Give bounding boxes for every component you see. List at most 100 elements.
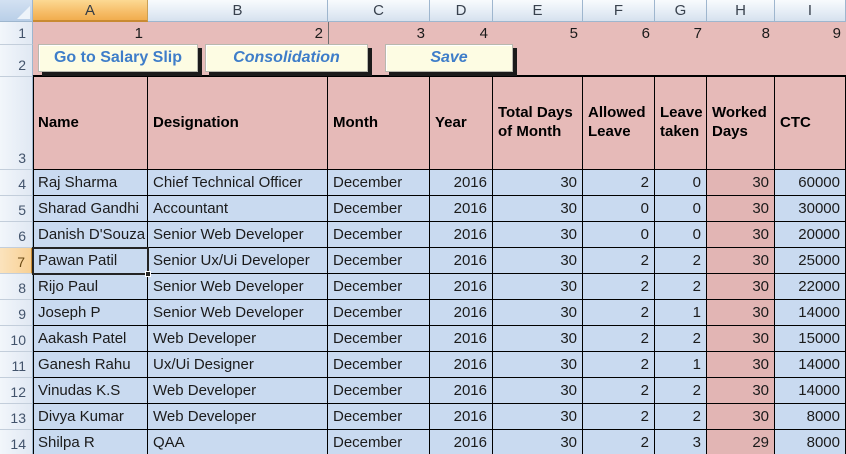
row-header-6[interactable]: 6 bbox=[0, 222, 33, 248]
cell-C10[interactable]: December bbox=[328, 326, 430, 352]
cell-D10[interactable]: 2016 bbox=[430, 326, 493, 352]
cell-D7[interactable]: 2016 bbox=[430, 248, 493, 274]
cell-I13[interactable]: 8000 bbox=[775, 404, 846, 430]
cell-B13[interactable]: Web Developer bbox=[148, 404, 328, 430]
cell-H9[interactable]: 30 bbox=[707, 300, 775, 326]
header-cell-D3[interactable]: Year bbox=[430, 77, 493, 170]
header-cell-C3[interactable]: Month bbox=[328, 77, 430, 170]
cell-C4[interactable]: December bbox=[328, 170, 430, 196]
cell-F8[interactable]: 2 bbox=[583, 274, 655, 300]
cell-G11[interactable]: 1 bbox=[655, 352, 707, 378]
cell-I11[interactable]: 14000 bbox=[775, 352, 846, 378]
cell-H8[interactable]: 30 bbox=[707, 274, 775, 300]
cell-I8[interactable]: 22000 bbox=[775, 274, 846, 300]
header-cell-F3[interactable]: Allowed Leave bbox=[583, 77, 655, 170]
cell-G5[interactable]: 0 bbox=[655, 196, 707, 222]
cell-F14[interactable]: 2 bbox=[583, 430, 655, 454]
cell-A14[interactable]: Shilpa R bbox=[33, 430, 148, 454]
cell-C9[interactable]: December bbox=[328, 300, 430, 326]
cell-I4[interactable]: 60000 bbox=[775, 170, 846, 196]
cell-I7[interactable]: 25000 bbox=[775, 248, 846, 274]
cell-B11[interactable]: Ux/Ui Designer bbox=[148, 352, 328, 378]
cell-G14[interactable]: 3 bbox=[655, 430, 707, 454]
cell-G4[interactable]: 0 bbox=[655, 170, 707, 196]
row-header-9[interactable]: 9 bbox=[0, 300, 33, 326]
cell-C8[interactable]: December bbox=[328, 274, 430, 300]
cell-B7[interactable]: Senior Ux/Ui Developer bbox=[148, 248, 328, 274]
cell-A9[interactable]: Joseph P bbox=[33, 300, 148, 326]
cell-H13[interactable]: 30 bbox=[707, 404, 775, 430]
cell-E14[interactable]: 30 bbox=[493, 430, 583, 454]
cell-I9[interactable]: 14000 bbox=[775, 300, 846, 326]
cell-G13[interactable]: 2 bbox=[655, 404, 707, 430]
column-header-F[interactable]: F bbox=[583, 0, 655, 22]
row-header-10[interactable]: 10 bbox=[0, 326, 33, 352]
cell-C11[interactable]: December bbox=[328, 352, 430, 378]
row-header-13[interactable]: 13 bbox=[0, 404, 33, 430]
cell-I1[interactable]: 9 bbox=[832, 25, 841, 42]
cell-G12[interactable]: 2 bbox=[655, 378, 707, 404]
cell-D4[interactable]: 2016 bbox=[430, 170, 493, 196]
select-all-corner[interactable] bbox=[0, 0, 33, 22]
row-header-12[interactable]: 12 bbox=[0, 378, 33, 404]
cell-H1[interactable]: 8 bbox=[761, 25, 770, 42]
cell-D13[interactable]: 2016 bbox=[430, 404, 493, 430]
column-header-G[interactable]: G bbox=[655, 0, 707, 22]
header-cell-H3[interactable]: Worked Days bbox=[707, 77, 775, 170]
cell-D6[interactable]: 2016 bbox=[430, 222, 493, 248]
cell-A7[interactable]: Pawan Patil bbox=[33, 248, 148, 274]
save-button[interactable]: Save bbox=[385, 44, 513, 72]
header-cell-I3[interactable]: CTC bbox=[775, 77, 846, 170]
cell-A11[interactable]: Ganesh Rahu bbox=[33, 352, 148, 378]
cell-E9[interactable]: 30 bbox=[493, 300, 583, 326]
cell-A10[interactable]: Aakash Patel bbox=[33, 326, 148, 352]
header-cell-E3[interactable]: Total Days of Month bbox=[493, 77, 583, 170]
cell-C1[interactable]: 3 bbox=[416, 25, 425, 42]
header-cell-G3[interactable]: Leave taken bbox=[655, 77, 707, 170]
cell-D14[interactable]: 2016 bbox=[430, 430, 493, 454]
column-header-C[interactable]: C bbox=[328, 0, 430, 22]
cell-D12[interactable]: 2016 bbox=[430, 378, 493, 404]
cell-A4[interactable]: Raj Sharma bbox=[33, 170, 148, 196]
cell-G10[interactable]: 2 bbox=[655, 326, 707, 352]
cell-H12[interactable]: 30 bbox=[707, 378, 775, 404]
cell-I6[interactable]: 20000 bbox=[775, 222, 846, 248]
cell-F10[interactable]: 2 bbox=[583, 326, 655, 352]
column-header-B[interactable]: B bbox=[148, 0, 328, 22]
cell-F1[interactable]: 6 bbox=[641, 25, 650, 42]
cell-E4[interactable]: 30 bbox=[493, 170, 583, 196]
cell-G1[interactable]: 7 bbox=[693, 25, 702, 42]
cell-E11[interactable]: 30 bbox=[493, 352, 583, 378]
cell-F7[interactable]: 2 bbox=[583, 248, 655, 274]
cell-D8[interactable]: 2016 bbox=[430, 274, 493, 300]
go-to-salary-slip-button[interactable]: Go to Salary Slip bbox=[38, 44, 198, 72]
column-header-E[interactable]: E bbox=[493, 0, 583, 22]
cell-E5[interactable]: 30 bbox=[493, 196, 583, 222]
row-header-11[interactable]: 11 bbox=[0, 352, 33, 378]
row-header-4[interactable]: 4 bbox=[0, 170, 33, 196]
cell-I14[interactable]: 8000 bbox=[775, 430, 846, 454]
header-cell-A3[interactable]: Name bbox=[33, 77, 148, 170]
cell-A1[interactable]: 1 bbox=[134, 25, 143, 42]
cell-D11[interactable]: 2016 bbox=[430, 352, 493, 378]
cell-C13[interactable]: December bbox=[328, 404, 430, 430]
cell-C7[interactable]: December bbox=[328, 248, 430, 274]
cell-E10[interactable]: 30 bbox=[493, 326, 583, 352]
column-header-H[interactable]: H bbox=[707, 0, 775, 22]
cell-E1[interactable]: 5 bbox=[569, 25, 578, 42]
cell-A5[interactable]: Sharad Gandhi bbox=[33, 196, 148, 222]
cell-D9[interactable]: 2016 bbox=[430, 300, 493, 326]
cell-H4[interactable]: 30 bbox=[707, 170, 775, 196]
row-header-1[interactable]: 1 bbox=[0, 22, 33, 45]
cell-A8[interactable]: Rijo Paul bbox=[33, 274, 148, 300]
row-header-14[interactable]: 14 bbox=[0, 430, 33, 454]
cell-C5[interactable]: December bbox=[328, 196, 430, 222]
cell-B8[interactable]: Senior Web Developer bbox=[148, 274, 328, 300]
cell-G9[interactable]: 1 bbox=[655, 300, 707, 326]
cell-G8[interactable]: 2 bbox=[655, 274, 707, 300]
cell-B1[interactable]: 2 bbox=[314, 25, 323, 42]
cell-F4[interactable]: 2 bbox=[583, 170, 655, 196]
cell-H11[interactable]: 30 bbox=[707, 352, 775, 378]
cell-H7[interactable]: 30 bbox=[707, 248, 775, 274]
column-header-D[interactable]: D bbox=[430, 0, 493, 22]
